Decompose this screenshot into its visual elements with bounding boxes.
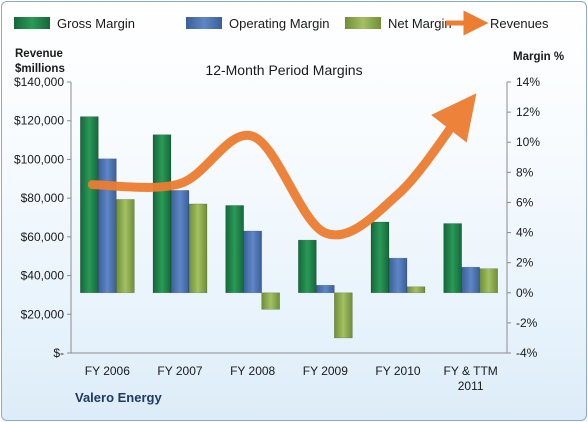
gross-margin-bar xyxy=(152,134,172,294)
operating-margin-bar xyxy=(388,257,408,294)
right-tick-label: 10% xyxy=(516,135,540,149)
gross-margin-bar xyxy=(225,205,244,294)
gross-margin-bar xyxy=(298,239,317,294)
right-axis-title: Margin % xyxy=(513,51,564,63)
operating-margin-bar xyxy=(316,284,335,294)
right-tick-label: 6% xyxy=(516,195,534,209)
operating-margin-bar xyxy=(98,158,117,294)
legend-label-operating-margin: Operating Margin xyxy=(229,16,329,31)
net-margin-bar xyxy=(334,292,353,339)
net-margin-bar xyxy=(479,268,498,294)
legend-label-gross-margin: Gross Margin xyxy=(57,16,135,31)
left-tick-label: $60,000 xyxy=(21,230,65,244)
operating-margin-bar xyxy=(243,230,262,294)
right-tick-label: 14% xyxy=(516,75,540,89)
category-label-line2: 2011 xyxy=(458,379,484,393)
right-axis-ticks: -4% -2% 0% 2% 4% 6% 8% 10% 12% 14% xyxy=(507,75,540,360)
chart-title: 12-Month Period Margins xyxy=(205,62,362,78)
legend-swatch-operating-margin xyxy=(186,17,222,29)
legend-swatch-gross-margin xyxy=(14,17,50,29)
left-tick-label: $100,000 xyxy=(14,152,64,166)
right-tick-label: 2% xyxy=(516,256,534,270)
legend-swatch-net-margin xyxy=(345,17,381,29)
left-tick-label: $- xyxy=(53,346,64,360)
legend-label-net-margin: Net Margin xyxy=(388,16,452,31)
revenues-line xyxy=(87,93,477,240)
left-axis-title-line1: Revenue xyxy=(15,48,63,60)
right-tick-label: -4% xyxy=(516,346,538,360)
right-tick-label: -2% xyxy=(516,316,538,330)
net-margin-bar xyxy=(261,292,280,310)
left-axis-ticks: $- $20,000 $40,000 $60,000 $80,000 $100,000 $1… xyxy=(14,75,71,360)
category-label: FY 2007 xyxy=(157,364,202,378)
gross-margin-bar xyxy=(370,221,390,294)
right-tick-label: 0% xyxy=(516,286,534,300)
right-tick-label: 8% xyxy=(516,165,534,179)
category-label: FY 2009 xyxy=(303,364,348,378)
category-labels: FY 2006 FY 2007 FY 2008 FY 2009 FY 2010 FY & … xyxy=(85,364,498,393)
right-tick-label: 12% xyxy=(516,105,540,119)
net-margin-bar xyxy=(116,199,135,294)
left-tick-label: $120,000 xyxy=(14,114,64,128)
left-tick-label: $80,000 xyxy=(21,191,65,205)
company-name: Valero Energy xyxy=(75,390,162,405)
legend-label-revenues: Revenues xyxy=(490,16,549,31)
net-margin-bar xyxy=(406,286,426,294)
right-tick-label: 4% xyxy=(516,226,534,240)
left-axis-title-line2: $millions xyxy=(15,63,65,75)
category-label: FY 2008 xyxy=(230,364,275,378)
category-label: FY & TTM xyxy=(444,364,498,378)
net-margin-bar xyxy=(188,203,208,294)
legend: Gross Margin Operating Margin Net Margin… xyxy=(14,10,549,36)
gross-margin-bar xyxy=(80,116,99,294)
left-tick-label: $20,000 xyxy=(21,307,65,321)
operating-margin-bar xyxy=(461,266,480,294)
gross-margin-bar xyxy=(443,223,462,294)
operating-margin-bar xyxy=(170,190,190,294)
left-tick-label: $40,000 xyxy=(21,269,65,283)
category-label: FY 2006 xyxy=(85,364,130,378)
category-label: FY 2010 xyxy=(375,364,420,378)
bars xyxy=(80,116,498,339)
left-tick-label: $140,000 xyxy=(14,75,64,89)
